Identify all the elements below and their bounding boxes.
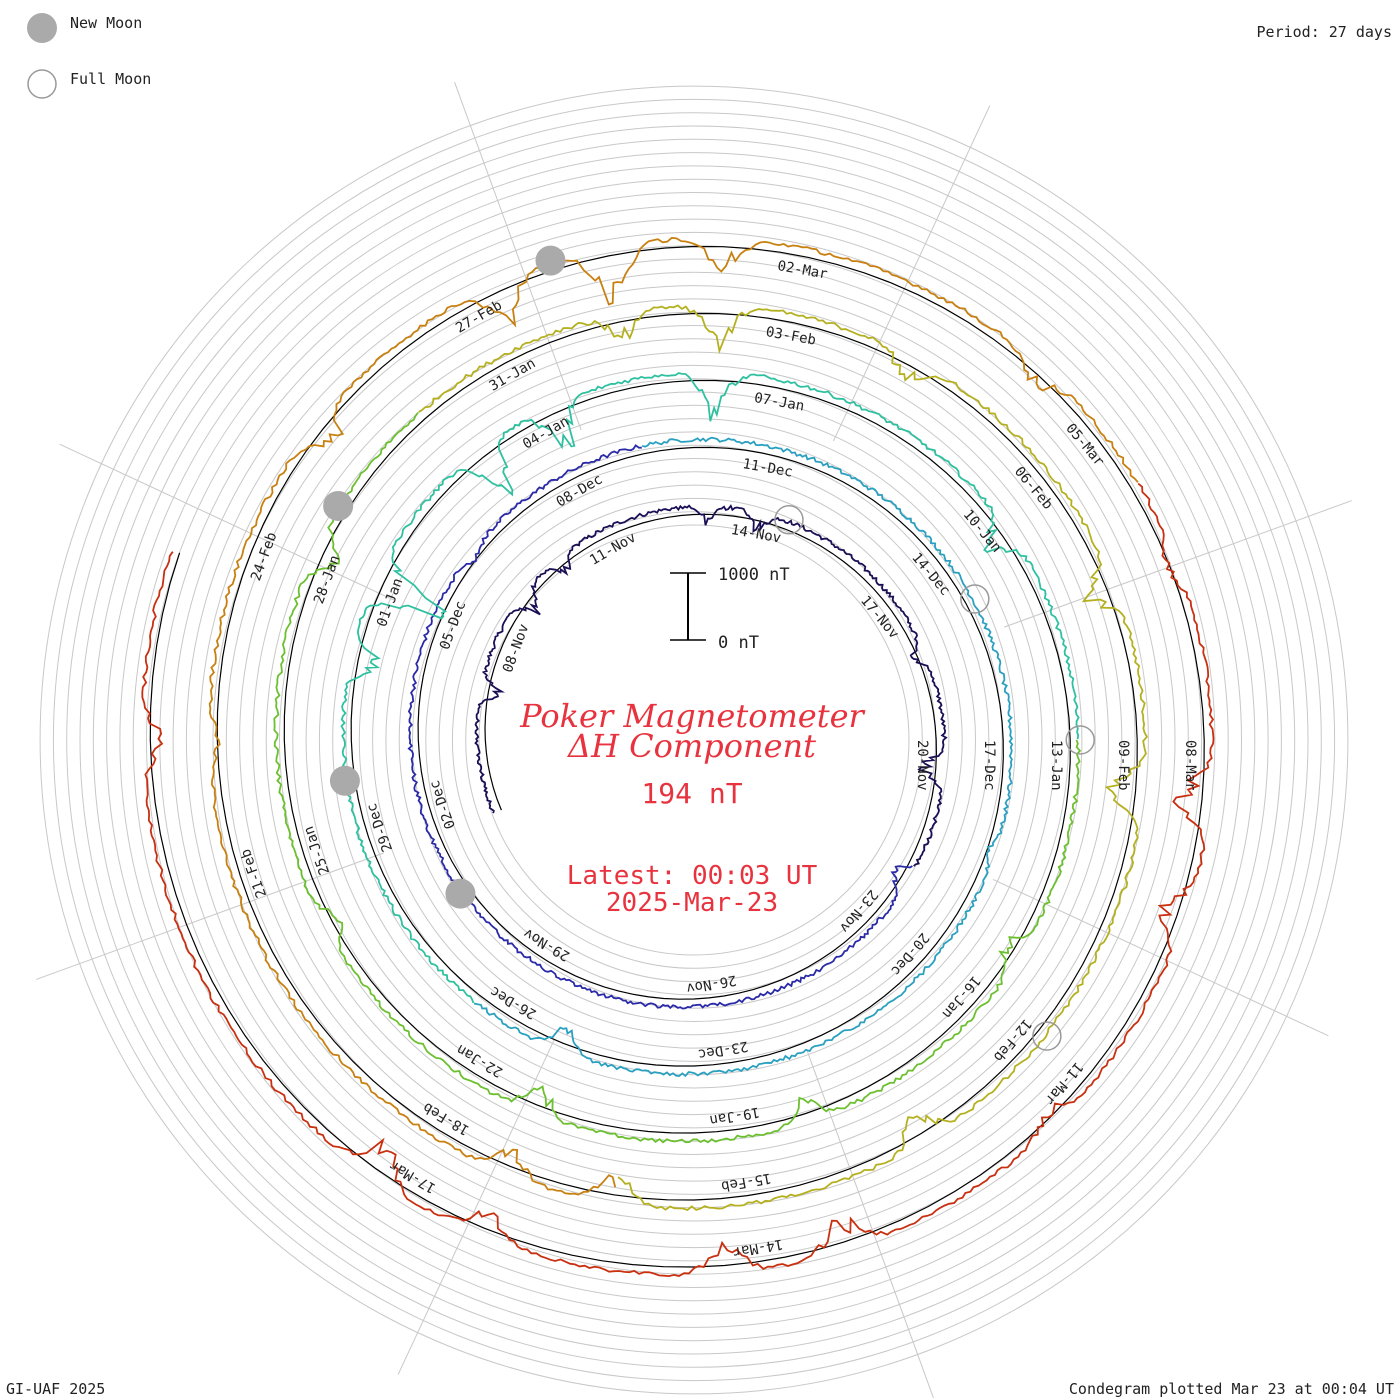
grid-ring	[332, 378, 1056, 1102]
trace-segment	[474, 504, 948, 867]
current-value: 194 nT	[641, 777, 742, 810]
date-label: 21-Feb	[238, 847, 270, 900]
grid-ring	[345, 391, 1043, 1089]
new-moon-marker	[445, 878, 476, 909]
scale-top-label: 1000 nT	[718, 565, 790, 585]
new-moon-marker	[535, 245, 566, 276]
grid-ring	[318, 364, 1070, 1116]
full-moon-legend-icon	[27, 69, 57, 99]
radial-spoke	[1003, 500, 1352, 628]
date-label: 06-Feb	[1011, 464, 1056, 513]
grid-ring	[212, 258, 1176, 1222]
scale-bar: 1000 nT 0 nT	[670, 565, 790, 653]
grid-ring	[172, 218, 1216, 1262]
date-label: 13-Jan	[1048, 740, 1064, 791]
radial-spoke	[397, 1038, 555, 1375]
period-label: Period: 27 days	[1257, 23, 1392, 41]
full-moon-marker	[960, 584, 990, 614]
trace-segment	[418, 304, 1148, 1212]
latest-date: 2025-Mar-23	[606, 888, 778, 918]
date-label: 01-Jan	[374, 576, 406, 629]
grid-ring	[39, 85, 1349, 1395]
grid-ring	[132, 178, 1256, 1302]
date-label: 20-Dec	[887, 929, 932, 978]
date-label: 05-Dec	[437, 599, 469, 652]
date-label: 20-Nov	[914, 740, 930, 791]
grid-ring	[438, 484, 950, 996]
grid-ring	[106, 152, 1282, 1328]
grid-ring	[425, 471, 963, 1009]
grid-ring	[305, 351, 1083, 1129]
latest-time: Latest: 00:03 UT	[567, 861, 818, 891]
full-moon-marker	[774, 505, 804, 535]
date-label: 16-Jan	[939, 972, 984, 1021]
trace-segment	[208, 236, 1139, 1196]
date-label: 17-Dec	[981, 740, 997, 791]
grid-rings	[39, 85, 1349, 1395]
new-moon-marker	[329, 765, 360, 796]
radial-spoke	[806, 1049, 934, 1398]
grid-ring	[79, 125, 1309, 1355]
magnetometer-traces	[141, 236, 1215, 1278]
footer-plot-time: Condegram plotted Mar 23 at 00:04 UT	[1069, 1380, 1394, 1398]
date-label: 10-Jan	[960, 507, 1005, 556]
chart-subtitle: ΔH Component	[566, 727, 816, 765]
trace-segment	[141, 482, 1215, 1278]
date-label: 23-Dec	[697, 1038, 750, 1063]
date-label: 24-Feb	[248, 530, 280, 583]
grid-ring	[265, 311, 1123, 1169]
grid-ring	[478, 524, 910, 956]
grid-ring	[146, 192, 1242, 1288]
date-label: 08-Mar	[1182, 740, 1198, 791]
full-moon-marker	[1032, 1021, 1062, 1051]
grid-ring	[119, 165, 1269, 1315]
date-label: 08-Nov	[500, 622, 532, 675]
date-label: 17-Nov	[857, 593, 902, 642]
legend: New Moon Full Moon	[27, 13, 151, 99]
date-label: 14-Mar	[732, 1235, 785, 1260]
grid-ring	[252, 298, 1136, 1182]
date-label: 28-Jan	[311, 553, 343, 606]
moon-markers	[323, 245, 1095, 1051]
radial-spoke	[59, 443, 396, 601]
grid-ring	[279, 325, 1109, 1155]
grid-ring	[372, 418, 1016, 1062]
grid-ring	[412, 458, 976, 1022]
date-label: 23-Nov	[836, 886, 881, 935]
date-label: 09-Feb	[1115, 740, 1131, 791]
date-label: 14-Dec	[908, 550, 953, 599]
full-moon-marker	[1065, 725, 1095, 755]
grid-ring	[292, 338, 1096, 1142]
scale-bottom-label: 0 nT	[718, 633, 759, 653]
trace-segment	[273, 412, 1082, 1144]
grid-ring	[358, 404, 1030, 1076]
radial-spoke	[833, 105, 991, 442]
date-label: 29-Dec	[364, 801, 396, 854]
grid-ring	[385, 431, 1003, 1049]
grid-ring	[465, 511, 923, 969]
new-moon-marker	[323, 490, 354, 521]
trace-segment	[473, 436, 1014, 1078]
grid-ring	[199, 245, 1189, 1235]
full-moon-legend-label: Full Moon	[70, 70, 151, 88]
grid-ring	[185, 231, 1203, 1249]
grid-ring	[92, 138, 1296, 1342]
trace-segment	[340, 372, 1080, 1004]
chart-title: Poker Magnetometer	[519, 697, 865, 735]
date-label: 05-Mar	[1062, 421, 1107, 470]
radial-spoke	[454, 82, 582, 431]
grid-ring	[239, 285, 1149, 1195]
grid-ring	[52, 98, 1336, 1382]
grid-ring	[398, 444, 990, 1036]
date-label: 02-Dec	[427, 778, 459, 831]
new-moon-legend-label: New Moon	[70, 14, 142, 32]
date-label: 15-Feb	[720, 1169, 773, 1194]
date-label: 25-Jan	[301, 824, 333, 877]
radial-spoke	[36, 852, 385, 980]
new-moon-legend-icon	[27, 13, 57, 43]
footer-credit: GI-UAF 2025	[6, 1380, 105, 1398]
date-label: 19-Jan	[708, 1103, 761, 1128]
grid-ring	[66, 112, 1322, 1368]
